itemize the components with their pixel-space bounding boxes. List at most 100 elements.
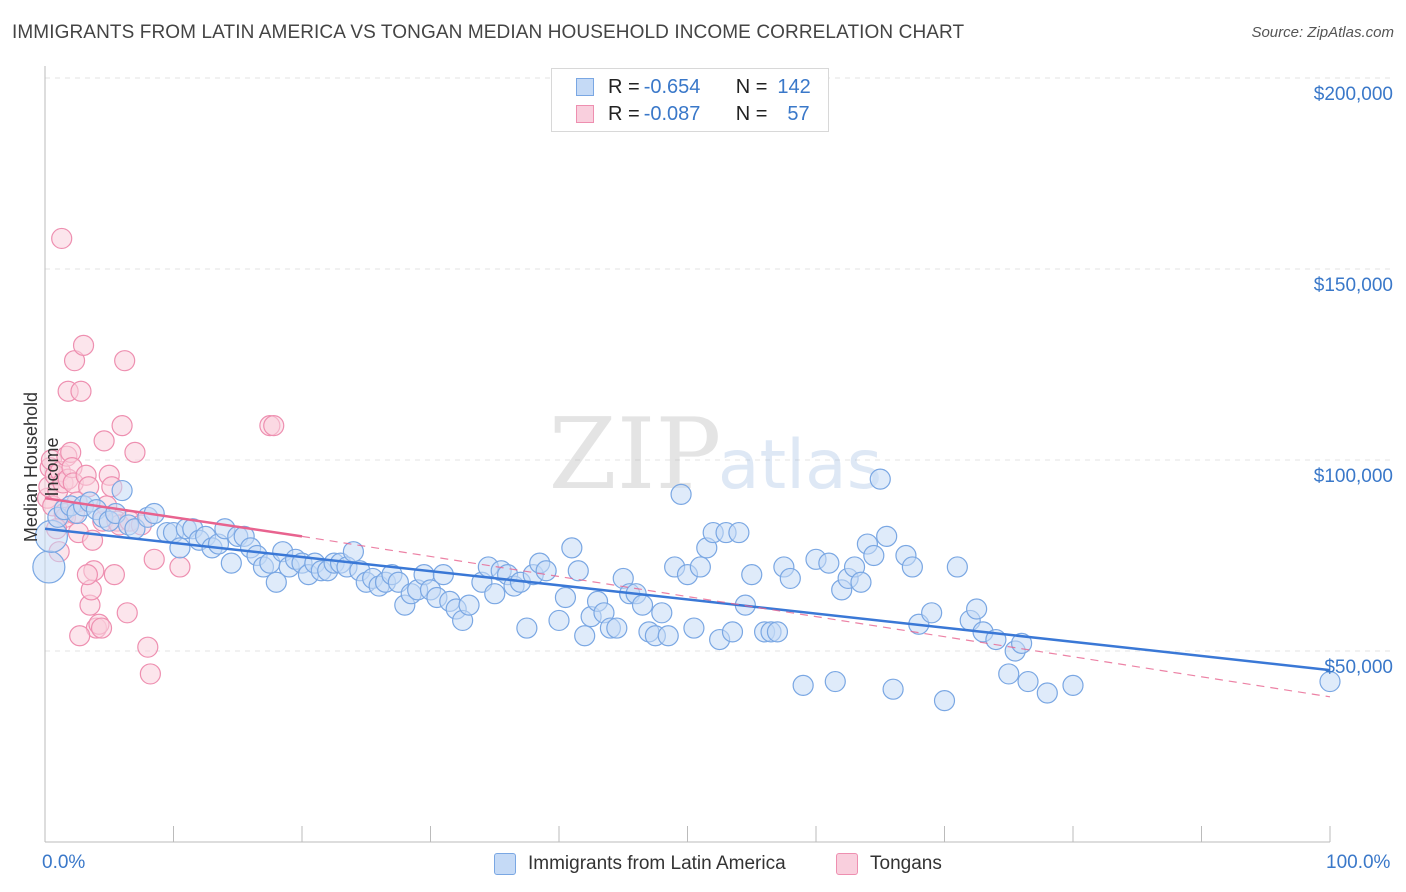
data-point: [946, 556, 968, 578]
y-tick-label: $200,000: [1313, 84, 1393, 105]
data-point: [631, 594, 654, 616]
data-point: [70, 380, 92, 402]
legend-item-latin-america: Immigrants from Latin America: [494, 852, 786, 876]
data-point: [683, 617, 705, 639]
data-point: [721, 621, 744, 643]
data-point: [51, 227, 73, 250]
y-tick-label: $50,000: [1324, 657, 1393, 678]
data-point: [169, 537, 191, 559]
data-point: [792, 674, 814, 696]
data-point: [139, 663, 161, 685]
data-point: [933, 690, 956, 712]
data-point: [265, 571, 287, 593]
legend-label-tongans: Tongans: [870, 853, 942, 874]
data-point: [516, 617, 538, 639]
data-point: [1017, 670, 1039, 693]
data-point: [111, 479, 133, 502]
data-point: [1319, 670, 1341, 693]
legend-n-label: N =: [735, 102, 768, 125]
data-point: [869, 468, 891, 490]
data-point: [966, 598, 988, 620]
data-point: [103, 563, 125, 586]
data-point: [342, 541, 364, 563]
data-point: [535, 560, 557, 582]
data-point: [574, 625, 596, 647]
data-point: [741, 563, 763, 586]
data-point: [458, 594, 480, 616]
y-tick-label: $100,000: [1313, 466, 1393, 487]
legend-n-value: 57: [787, 102, 810, 125]
data-point: [90, 617, 113, 639]
series-latin-america: [32, 468, 1341, 712]
stats-legend-row-pink: R = -0.087 N = 57: [576, 101, 810, 127]
data-point: [69, 625, 91, 647]
data-point: [548, 609, 570, 632]
data-point: [567, 560, 589, 582]
data-point: [606, 617, 628, 639]
watermark-zip: ZIP: [549, 398, 722, 512]
data-point: [143, 548, 165, 570]
source-label: Source: ZipAtlas.com: [1251, 24, 1394, 41]
data-point: [766, 621, 789, 643]
x-tick-label-min: 0.0%: [42, 852, 86, 873]
grid-lines: [45, 77, 1394, 652]
stats-legend-row-blue: R = -0.654 N = 142: [576, 74, 811, 100]
trend-line-tongans: [44, 496, 303, 538]
data-point: [689, 556, 711, 578]
data-point: [670, 483, 692, 505]
data-point: [220, 552, 242, 574]
legend-swatch-blue: [576, 78, 594, 96]
legend-swatch-tongans: [836, 853, 858, 875]
data-point: [651, 602, 673, 624]
data-point: [1010, 632, 1033, 654]
data-point: [124, 441, 146, 463]
data-point: [114, 350, 136, 372]
data-point: [901, 556, 923, 578]
data-point: [876, 525, 898, 548]
legend-r-value: -0.654: [643, 75, 701, 98]
legend-n-value: 142: [777, 75, 811, 98]
data-point: [850, 571, 872, 593]
data-point: [554, 586, 577, 609]
series-tongans: [36, 227, 285, 685]
data-point: [657, 625, 679, 647]
data-point: [921, 602, 943, 624]
y-tick-label: $150,000: [1313, 275, 1393, 296]
stats-legend: R = -0.654 N = 142 R = -0.087 N = 57: [551, 68, 829, 132]
data-point: [263, 415, 285, 437]
data-point: [561, 537, 583, 559]
legend-label-latin-america: Immigrants from Latin America: [528, 853, 786, 874]
data-point: [111, 415, 133, 437]
watermark: ZIP atlas: [549, 398, 883, 512]
data-point: [72, 334, 95, 356]
data-point: [76, 563, 99, 586]
data-point: [882, 678, 904, 700]
data-point: [728, 521, 750, 544]
x-tick-label-max: 100.0%: [1326, 852, 1391, 873]
legend-n-label: N =: [735, 75, 768, 98]
legend-swatch-latin-america: [494, 853, 516, 875]
y-axis-label: Median Household Income: [21, 391, 62, 543]
data-point: [116, 602, 138, 624]
data-point: [1036, 682, 1058, 704]
data-point: [863, 544, 885, 567]
data-point: [818, 552, 840, 574]
data-point: [484, 583, 506, 605]
legend-item-tongans: Tongans: [836, 852, 942, 876]
chart-title: IMMIGRANTS FROM LATIN AMERICA VS TONGAN …: [12, 22, 965, 43]
data-point: [824, 670, 846, 693]
trend-lines: [44, 496, 1331, 698]
watermark-atlas: atlas: [718, 426, 882, 505]
legend-r-label: R =: [608, 75, 640, 98]
data-point: [137, 636, 159, 658]
trend-line-tongans-extended: [301, 535, 1331, 698]
legend-swatch-pink: [576, 105, 594, 123]
trend-line-latin-america: [44, 527, 1331, 672]
data-point: [93, 430, 115, 452]
legend-r-label: R =: [608, 102, 640, 125]
legend-r-value: -0.087: [643, 102, 701, 125]
data-point: [1062, 674, 1084, 696]
data-point: [169, 556, 191, 578]
data-point: [779, 567, 801, 590]
